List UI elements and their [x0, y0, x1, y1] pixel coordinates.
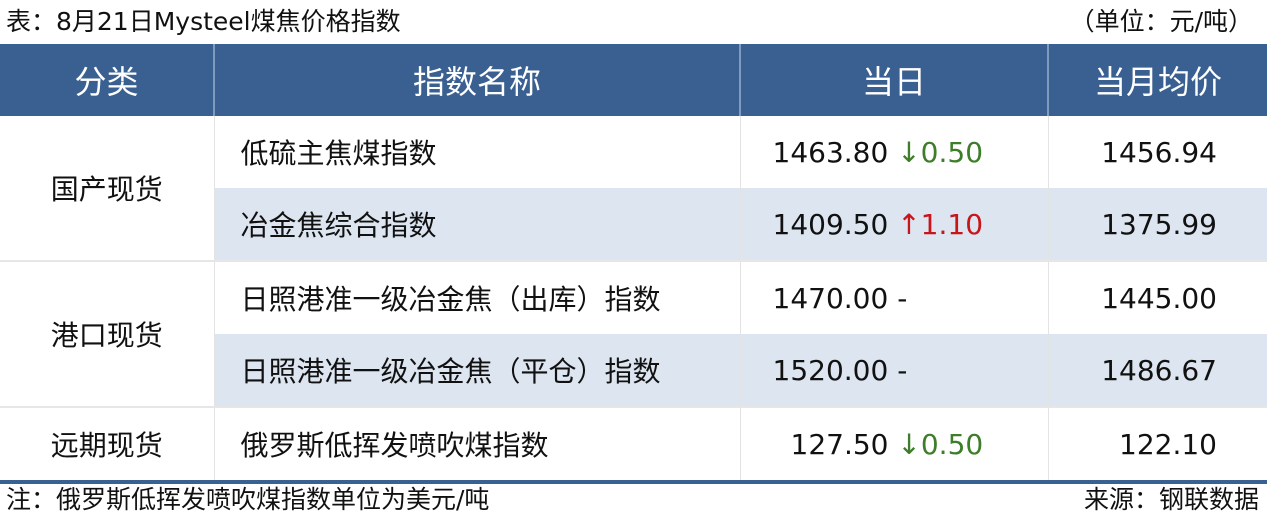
value: 1470.00 — [772, 281, 889, 315]
table-row: 港口现货 日照港准一级冶金焦（出库）指数 1470.00 - 1445.00 — [0, 260, 1267, 407]
table-header: 分类 指数名称 当日 当月均价 — [0, 44, 1267, 116]
change: 1.10 — [920, 207, 984, 241]
today-value: 1409.50 ↑1.10 — [739, 188, 1048, 261]
value: 1520.00 — [772, 353, 889, 387]
index-name: 日照港准一级冶金焦（平仓）指数 — [213, 334, 740, 407]
unit-label: （单位：元/吨） — [1069, 7, 1253, 36]
header-category: 分类 — [0, 44, 214, 116]
arrow-down-icon: ↓ — [897, 427, 921, 461]
table-row: 国产现货 低硫主焦煤指数 1463.80 ↓0.50 1456.94 — [0, 116, 1267, 206]
change: - — [897, 281, 908, 315]
footnote: 注：俄罗斯低挥发喷吹煤指数单位为美元/吨 — [6, 485, 490, 514]
title-bar: 表：8月21日Mysteel煤焦价格指数 （单位：元/吨） — [0, 0, 1267, 44]
index-name: 低硫主焦煤指数 — [213, 116, 740, 188]
header-month-avg: 当月均价 — [1047, 44, 1267, 116]
month-avg: 1445.00 — [1047, 260, 1267, 334]
source: 来源：钢联数据 — [1083, 485, 1259, 514]
price-index-table: 分类 指数名称 当日 当月均价 国产现货 低硫主焦煤指数 1463.80 ↓0.… — [0, 44, 1267, 484]
table-row: 冶金焦综合指数 1409.50 ↑1.10 1375.99 — [0, 188, 1267, 261]
month-avg: 122.10 — [1047, 406, 1267, 484]
value: 1463.80 — [772, 135, 889, 169]
value: 1409.50 — [772, 207, 889, 241]
today-value: 1463.80 ↓0.50 — [739, 116, 1048, 188]
index-name: 日照港准一级冶金焦（出库）指数 — [213, 260, 740, 334]
category-cell: 国产现货 — [50, 173, 163, 206]
table-row: 远期现货 俄罗斯低挥发喷吹煤指数 127.50 ↓0.50 122.10 — [0, 406, 1267, 484]
today-value: 127.50 ↓0.50 — [739, 406, 1048, 484]
arrow-down-icon: ↓ — [897, 135, 921, 169]
arrow-up-icon: ↑ — [897, 207, 921, 241]
header-today: 当日 — [739, 44, 1048, 116]
category-cell: 远期现货 — [0, 406, 214, 484]
today-value: 1520.00 - — [739, 334, 1048, 407]
today-value: 1470.00 - — [739, 260, 1048, 334]
table-row: 日照港准一级冶金焦（平仓）指数 1520.00 - 1486.67 — [0, 334, 1267, 407]
index-name: 冶金焦综合指数 — [213, 188, 740, 261]
change: 0.50 — [920, 427, 984, 461]
month-avg: 1486.67 — [1047, 334, 1267, 407]
table-title: 表：8月21日Mysteel煤焦价格指数 — [6, 7, 401, 36]
index-name: 俄罗斯低挥发喷吹煤指数 — [213, 406, 740, 484]
category-cell: 港口现货 — [0, 260, 214, 407]
header-name: 指数名称 — [213, 44, 740, 116]
change: - — [897, 353, 908, 387]
footer: 注：俄罗斯低挥发喷吹煤指数单位为美元/吨 来源：钢联数据 — [0, 478, 1267, 528]
month-avg: 1456.94 — [1047, 116, 1267, 188]
value: 127.50 — [790, 427, 889, 461]
month-avg: 1375.99 — [1047, 188, 1267, 261]
change: 0.50 — [920, 135, 984, 169]
